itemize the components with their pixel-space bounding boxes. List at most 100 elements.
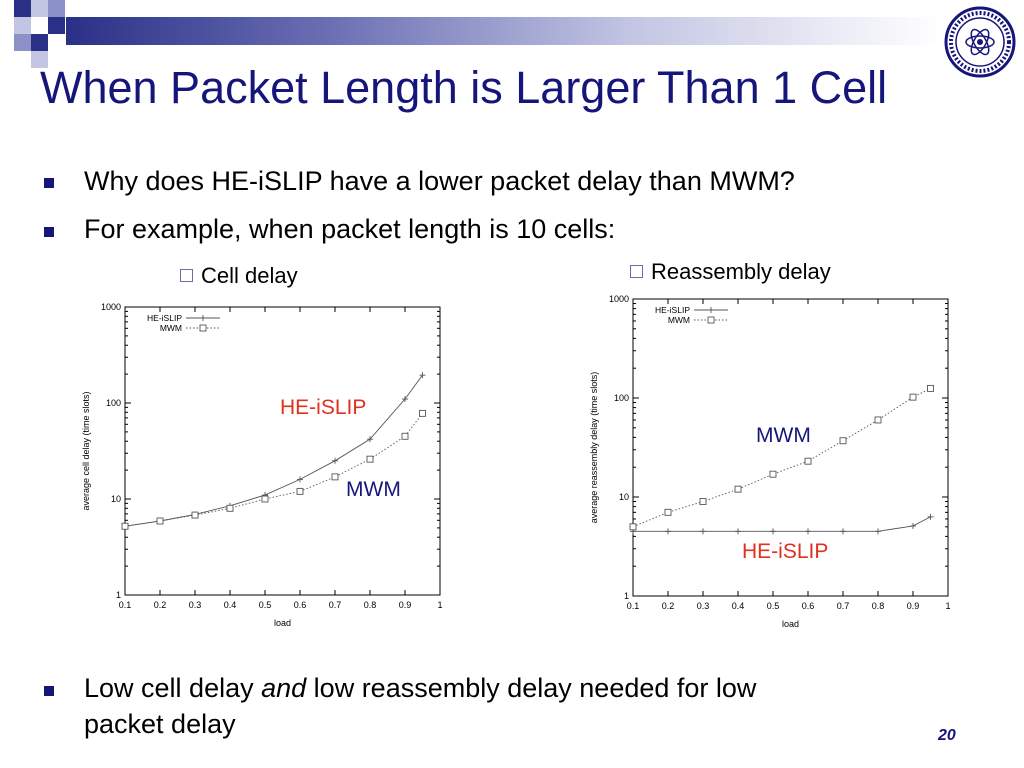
x-tick-label: 1: [437, 600, 442, 610]
series-line-mwm: [124, 413, 423, 527]
data-point-mwm: [699, 498, 707, 505]
chart1-annotation-he-islip: HE-iSLIP: [280, 396, 367, 419]
data-point-he-islip: [665, 528, 671, 535]
legend-marker: [199, 324, 207, 332]
data-point-mwm: [874, 416, 882, 424]
data-point-mwm: [629, 523, 637, 531]
data-point-he-islip: [419, 372, 426, 379]
x-tick-label: 0.3: [697, 601, 710, 611]
data-point-mwm: [664, 508, 672, 516]
reassembly-delay-chart: 0.1 0.2 0.3 0.4 0.5 0.6 0.7 0.8 0.9 1 1 10 100 1000 lo…: [589, 294, 951, 629]
data-point-mwm: [331, 473, 339, 481]
data-point-he-islip: [367, 436, 373, 443]
sub-item-cell-delay: Cell delay: [180, 263, 298, 289]
data-point-he-islip: [840, 528, 846, 535]
data-point-he-islip: [805, 528, 811, 535]
x-tick-label: 0.5: [767, 601, 780, 611]
x-tick-label: 0.9: [399, 600, 412, 610]
x-tick-label: 0.9: [907, 601, 920, 611]
y-axis-label: average reassembly delay (time slots): [589, 372, 599, 524]
x-tick-label: 0.7: [837, 601, 850, 611]
x-tick-label: 0.4: [732, 601, 745, 611]
x-tick-label: 0.5: [259, 600, 272, 610]
data-point-he-islip: [875, 528, 881, 535]
slide-title: When Packet Length is Larger Than 1 Cell: [40, 62, 888, 113]
x-tick-label: 0.1: [627, 601, 640, 611]
data-point-mwm: [401, 432, 409, 440]
deco-square: [14, 0, 31, 17]
data-point-he-islip: [927, 513, 934, 520]
data-point-mwm: [419, 409, 426, 417]
y-tick-label: 1000: [609, 294, 629, 304]
data-point-he-islip: [735, 528, 741, 535]
chart1-annotation-mwm: MWM: [346, 478, 401, 501]
x-tick-label: 0.6: [802, 601, 815, 611]
bullet-marker: [44, 178, 54, 188]
data-point-he-islip: [402, 396, 408, 403]
series-line-he-islip: [633, 516, 931, 532]
data-point-mwm: [191, 511, 199, 519]
x-axis-label: load: [782, 619, 799, 629]
bullet-marker: [44, 686, 54, 696]
data-point-mwm: [769, 470, 777, 478]
data-point-he-islip: [770, 528, 776, 535]
bottom-bullet-text: low reassembly delay needed for low: [306, 673, 757, 703]
sub-item-reassembly-delay: Reassembly delay: [630, 259, 831, 285]
legend-label: HE-iSLIP: [147, 313, 182, 323]
data-point-mwm: [804, 457, 812, 465]
x-tick-label: 0.6: [294, 600, 307, 610]
data-point-mwm: [121, 522, 129, 530]
y-tick-label: 1: [624, 591, 629, 601]
bullet-text: For example, when packet length is 10 ce…: [84, 214, 616, 244]
y-tick-label: 100: [106, 398, 121, 408]
deco-square: [31, 51, 48, 68]
bottom-bullet-line1: Low cell delay and low reassembly delay …: [84, 673, 756, 704]
y-axis-label: average cell delay (time slots): [81, 391, 91, 510]
deco-square: [31, 34, 48, 51]
data-point-mwm: [156, 517, 164, 525]
data-point-mwm: [226, 504, 234, 512]
data-point-he-islip: [297, 476, 303, 483]
bottom-bullet-emphasis: and: [261, 673, 307, 703]
x-axis-label: load: [274, 618, 291, 628]
legend-label: HE-iSLIP: [655, 305, 690, 315]
bottom-bullet-text: Low cell delay: [84, 673, 262, 703]
bullet-text: Why does HE-iSLIP have a lower packet de…: [84, 166, 795, 196]
sub-item-label: Cell delay: [201, 263, 298, 288]
bottom-bullet-line2: packet delay: [84, 709, 236, 739]
legend-label: MWM: [668, 315, 690, 325]
data-point-mwm: [839, 437, 847, 445]
deco-square: [14, 34, 31, 51]
x-tick-label: 0.8: [872, 601, 885, 611]
deco-square: [48, 17, 65, 34]
data-point-he-islip: [332, 457, 338, 464]
hollow-square-bullet-icon: [630, 265, 643, 278]
bullet-marker: [44, 227, 54, 237]
chart2-annotation-he-islip: HE-iSLIP: [742, 540, 829, 563]
data-point-he-islip: [910, 522, 916, 529]
y-tick-label: 1: [116, 590, 121, 600]
x-tick-label: 0.2: [662, 601, 675, 611]
plot-frame: [632, 298, 949, 597]
data-point-mwm: [261, 495, 269, 503]
chart2-annotation-mwm: MWM: [756, 424, 811, 447]
x-tick-label: 0.1: [119, 600, 132, 610]
data-point-mwm: [909, 393, 917, 401]
data-point-mwm: [296, 487, 304, 495]
series-line-he-islip: [124, 374, 423, 527]
x-tick-label: 0.8: [364, 600, 377, 610]
series-line-mwm: [632, 388, 931, 528]
data-point-mwm: [366, 455, 374, 463]
header-gradient-bar: [66, 17, 940, 45]
x-tick-label: 1: [945, 601, 950, 611]
x-tick-label: 0.4: [224, 600, 237, 610]
deco-square: [14, 17, 31, 34]
sub-item-label: Reassembly delay: [651, 259, 831, 284]
deco-square: [31, 0, 48, 17]
data-point-he-islip: [700, 528, 706, 535]
data-point-mwm: [927, 384, 934, 392]
legend-label: MWM: [160, 323, 182, 333]
data-point-mwm: [734, 485, 742, 493]
y-tick-label: 10: [111, 494, 121, 504]
x-tick-label: 0.7: [329, 600, 342, 610]
